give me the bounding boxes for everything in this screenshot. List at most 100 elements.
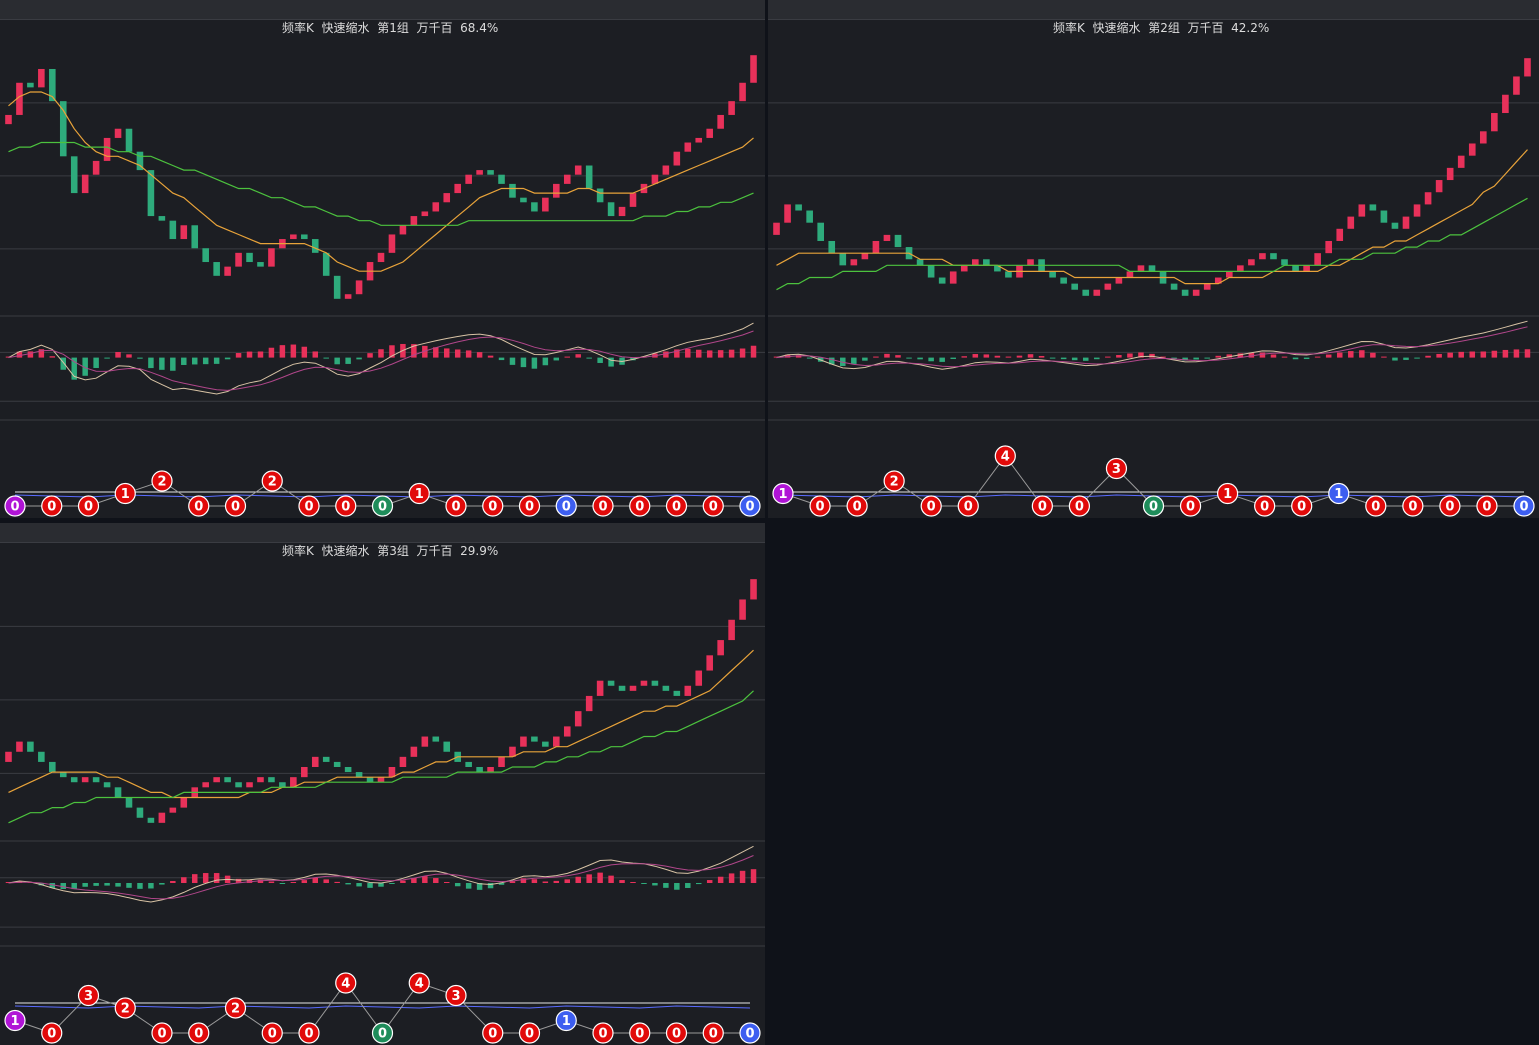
badge-label: 0 xyxy=(709,500,718,515)
badge-label: 2 xyxy=(268,475,277,490)
candle xyxy=(1259,253,1266,260)
badge-label: 4 xyxy=(341,977,350,992)
candle xyxy=(213,262,220,276)
badge-label: 4 xyxy=(1001,450,1010,465)
badge-circle xyxy=(772,482,794,505)
count-badge: 1 xyxy=(4,1009,26,1032)
macd-bar xyxy=(717,350,724,358)
candle xyxy=(465,174,472,184)
candle xyxy=(949,271,957,284)
candle xyxy=(1336,228,1344,241)
candle xyxy=(443,741,451,752)
candle xyxy=(1027,259,1034,266)
candle xyxy=(257,777,264,783)
candle xyxy=(311,756,319,767)
macd-bar xyxy=(82,357,88,376)
macd-bar xyxy=(115,883,121,887)
chart-panel-2[interactable]: 频率K 快速缩水 第2组 万千百 42.2% 1 0 0 2 0 0 4 0 0 3 0 0 1 0 0 1 0… xyxy=(768,0,1539,518)
candle xyxy=(136,151,144,171)
badge-circle xyxy=(335,972,357,994)
candle xyxy=(191,225,199,249)
chart-svg[interactable]: 1 0 3 2 0 0 2 0 0 4 0 4 3 0 0 1 0 0 0 0 0 xyxy=(0,523,765,1045)
macd-bar xyxy=(1215,355,1222,358)
badge-label: 0 xyxy=(1038,500,1047,515)
badge-label: 0 xyxy=(268,1027,277,1042)
candle xyxy=(235,252,242,267)
candle xyxy=(246,252,253,263)
count-badge: 2 xyxy=(883,470,905,492)
candle xyxy=(717,640,724,656)
macd-bar xyxy=(137,357,143,359)
candle xyxy=(542,197,549,212)
count-badge: 0 xyxy=(261,1022,283,1044)
candle xyxy=(828,240,836,254)
macd-bar xyxy=(454,883,461,887)
macd-bar xyxy=(38,349,45,358)
candle xyxy=(971,259,979,266)
chart-svg[interactable]: 1 0 0 2 0 0 4 0 0 3 0 0 1 0 0 1 0 0 0 0 0 xyxy=(768,0,1539,518)
candle xyxy=(585,165,593,189)
count-badge: 0 xyxy=(1291,495,1313,517)
candle xyxy=(224,266,231,276)
badge-label: 0 xyxy=(635,500,644,515)
macd-bar xyxy=(1491,350,1498,358)
candle xyxy=(1115,277,1123,284)
macd-bar xyxy=(279,883,286,884)
macd-bar xyxy=(950,357,956,360)
badge-label: 0 xyxy=(304,500,313,515)
chart-panel-3[interactable]: 频率K 快速缩水 第3组 万千百 29.9% 1 0 3 2 0 0 2 0 0 4 0 4 3 0 0 1 0… xyxy=(0,523,765,1045)
badge-label: 1 xyxy=(1334,487,1343,502)
macd-bar xyxy=(290,882,297,883)
count-badge: 0 xyxy=(1402,495,1424,517)
count-badge: 0 xyxy=(957,495,979,517)
badge-circle xyxy=(555,1009,577,1032)
badge-label: 0 xyxy=(745,1027,754,1042)
candle xyxy=(883,234,891,241)
macd-bar xyxy=(257,879,264,883)
badge-label: 0 xyxy=(451,500,460,515)
candle xyxy=(531,736,538,742)
candle xyxy=(739,82,746,102)
candle xyxy=(103,137,111,161)
candle xyxy=(596,680,604,696)
candle xyxy=(202,248,209,263)
macd-bar xyxy=(685,348,691,358)
macd-bar xyxy=(928,357,934,362)
badge-label: 0 xyxy=(1186,500,1195,515)
badge-label: 4 xyxy=(415,977,424,992)
macd-bar xyxy=(1005,356,1012,358)
candle xyxy=(684,685,692,696)
title-part: 频率K xyxy=(1053,21,1085,35)
count-badge: 0 xyxy=(482,1022,504,1044)
macd-bar xyxy=(1480,351,1487,358)
chart-svg[interactable]: 0 0 0 1 2 0 0 2 0 0 0 1 0 0 0 0 0 0 0 0 0 xyxy=(0,0,765,518)
candle xyxy=(750,579,757,600)
badge-label: 0 xyxy=(378,1027,387,1042)
badge-circle xyxy=(592,1022,614,1044)
macd-bar xyxy=(828,357,835,365)
badge-circle xyxy=(1328,482,1350,505)
candle xyxy=(454,183,461,194)
candle xyxy=(290,777,297,788)
count-badge: 0 xyxy=(592,495,614,517)
candle xyxy=(1513,76,1520,95)
badge-circle xyxy=(809,495,831,517)
candle xyxy=(1270,253,1277,260)
macd-bar xyxy=(1071,357,1078,361)
macd-bar xyxy=(312,877,318,883)
macd-bar xyxy=(71,357,77,380)
macd-bar xyxy=(674,349,680,358)
macd-bar xyxy=(334,881,340,883)
candle xyxy=(333,761,341,767)
candle xyxy=(1424,192,1432,205)
candle xyxy=(1093,289,1101,296)
badge-circle xyxy=(739,1022,761,1044)
macd-bar xyxy=(444,348,450,358)
candle xyxy=(16,82,23,115)
candle xyxy=(114,128,122,138)
candle xyxy=(1292,265,1299,272)
count-badge: 0 xyxy=(188,495,210,517)
badge-circle xyxy=(1291,495,1313,517)
macd-bar xyxy=(246,351,253,358)
